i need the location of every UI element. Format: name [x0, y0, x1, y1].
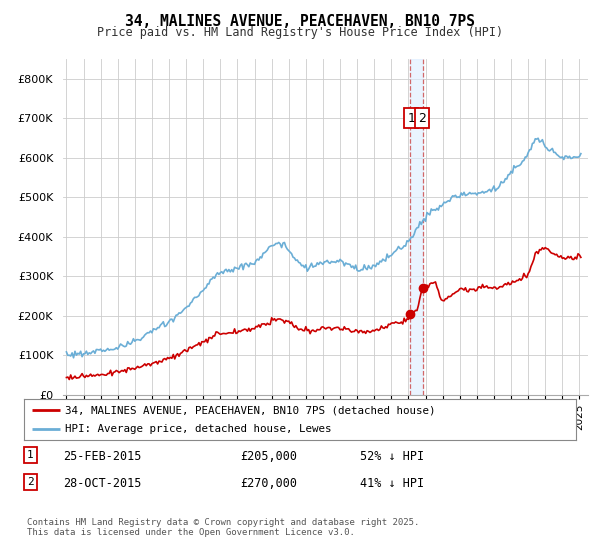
Bar	[410, 59, 422, 395]
Text: HPI: Average price, detached house, Lewes: HPI: Average price, detached house, Lewe…	[65, 424, 332, 433]
Text: 1: 1	[27, 450, 34, 460]
Text: 28-OCT-2015: 28-OCT-2015	[63, 477, 142, 490]
Text: 34, MALINES AVENUE, PEACEHAVEN, BN10 7PS: 34, MALINES AVENUE, PEACEHAVEN, BN10 7PS	[125, 14, 475, 29]
Text: £270,000: £270,000	[240, 477, 297, 490]
Text: Price paid vs. HM Land Registry's House Price Index (HPI): Price paid vs. HM Land Registry's House …	[97, 26, 503, 39]
Text: 2: 2	[418, 111, 426, 124]
Text: 25-FEB-2015: 25-FEB-2015	[63, 450, 142, 463]
Text: 34, MALINES AVENUE, PEACEHAVEN, BN10 7PS (detached house): 34, MALINES AVENUE, PEACEHAVEN, BN10 7PS…	[65, 405, 436, 415]
Text: £205,000: £205,000	[240, 450, 297, 463]
Text: 52% ↓ HPI: 52% ↓ HPI	[360, 450, 424, 463]
Text: 1: 1	[407, 111, 415, 124]
Text: 2: 2	[27, 477, 34, 487]
Text: Contains HM Land Registry data © Crown copyright and database right 2025.
This d: Contains HM Land Registry data © Crown c…	[27, 518, 419, 538]
Text: 41% ↓ HPI: 41% ↓ HPI	[360, 477, 424, 490]
